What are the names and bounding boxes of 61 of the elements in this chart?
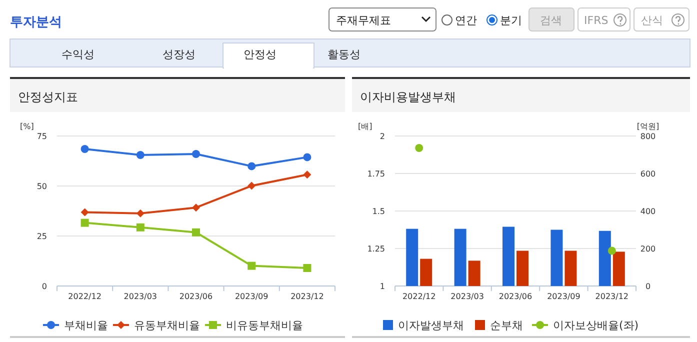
y-tick-label: 1.25 xyxy=(367,244,385,254)
point xyxy=(192,228,200,236)
point xyxy=(80,145,89,153)
legend-label: 유동부채비율 xyxy=(134,319,200,332)
point xyxy=(80,208,89,216)
x-tick-label: 2023/03 xyxy=(124,292,158,301)
bar xyxy=(598,230,611,286)
bar xyxy=(454,228,466,286)
y2-tick-label: 200 xyxy=(640,244,656,254)
legend-label: 순부채 xyxy=(490,319,523,332)
y-tick-label: 75 xyxy=(36,132,47,141)
bar xyxy=(564,250,577,286)
point xyxy=(248,162,256,170)
point xyxy=(136,223,144,232)
y-axis-title: [배] xyxy=(358,122,372,131)
x-tick-label: 2022/12 xyxy=(402,292,436,301)
point xyxy=(303,264,312,272)
y-tick-label: 1.5 xyxy=(372,207,385,216)
point xyxy=(248,262,256,270)
x-tick-label: 2023/12 xyxy=(290,292,324,301)
y2-tick-label: 600 xyxy=(640,170,656,178)
point xyxy=(192,204,200,212)
y-tick-label: 1 xyxy=(380,282,385,291)
y-tick-label: 2 xyxy=(380,132,385,141)
legend-label: 비유동부채비율 xyxy=(226,319,303,332)
x-tick-label: 2023/03 xyxy=(450,292,484,301)
page-header: 투자분석 주재무제표 연간 분기 검색 IFRS 산식 수익성 성장성 안정성 활동성 xyxy=(10,8,690,69)
legend-label: 이자발생부채 xyxy=(398,319,464,332)
y-tick-label: 0 xyxy=(42,282,47,291)
point xyxy=(303,170,312,179)
y-axis-title: [%] xyxy=(20,122,34,131)
x-tick-label: 2023/06 xyxy=(179,292,213,301)
chart-title: 이자비용발생부채 xyxy=(360,90,456,104)
point xyxy=(192,150,200,158)
bar xyxy=(502,226,514,286)
y-tick-label: 25 xyxy=(36,232,47,241)
bar xyxy=(516,250,528,286)
x-tick-label: 2023/09 xyxy=(234,292,268,301)
bar xyxy=(406,228,418,286)
legend-label: 부채비율 xyxy=(64,319,108,332)
legend-label: 이자보상배율(좌) xyxy=(553,319,639,332)
bar xyxy=(612,252,625,286)
x-tick-label: 2023/06 xyxy=(498,292,532,301)
point xyxy=(303,153,312,162)
x-tick-label: 2022/12 xyxy=(68,292,102,301)
point xyxy=(136,209,144,218)
x-tick-label: 2023/12 xyxy=(595,292,629,301)
bar xyxy=(420,258,432,286)
bar xyxy=(550,230,563,286)
chart-title: 안정성지표 xyxy=(18,90,78,104)
y-tick-label: 50 xyxy=(36,182,47,191)
y-tick-label: 1.75 xyxy=(367,170,385,178)
point xyxy=(136,151,144,159)
point xyxy=(248,182,256,190)
bar xyxy=(468,260,480,286)
x-tick-label: 2023/09 xyxy=(547,292,580,301)
y2-axis-title: [억원] xyxy=(636,122,660,131)
y2-tick-label: 800 xyxy=(640,132,656,141)
point xyxy=(80,218,89,227)
y2-tick-label: 400 xyxy=(640,207,656,216)
y2-tick-label: 0 xyxy=(645,282,651,291)
